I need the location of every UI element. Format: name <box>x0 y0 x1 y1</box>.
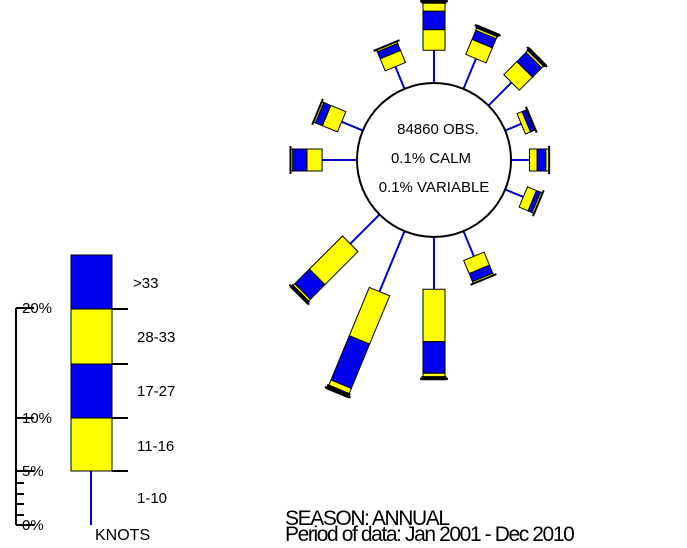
spoke-line-1-10 <box>504 188 524 198</box>
spoke-segment-11-16 <box>422 288 446 343</box>
spoke-n <box>419 0 449 83</box>
spoke-line-1-10 <box>504 122 522 132</box>
spoke-end-cap <box>373 39 400 52</box>
spoke-sw <box>288 213 381 306</box>
spoke-end-cap <box>324 385 352 399</box>
wind-spokes <box>288 0 551 399</box>
spoke-segment-17-27 <box>536 148 547 172</box>
spoke-end-cap <box>532 189 545 217</box>
spoke-ssw <box>324 230 406 399</box>
period-label: Period of data: Jan 2001 - Dec 2010 <box>285 523 574 546</box>
spoke-end-cap <box>525 106 538 134</box>
speed-legend: 20% 10% 5% 0% 1-10 11-16 17-27 28-33 >33 KNOTS <box>15 254 175 544</box>
spoke-nne <box>462 24 501 90</box>
spoke-end-cap <box>526 46 548 68</box>
spoke-segment-17-27 <box>292 148 308 172</box>
spoke-line-1-10 <box>462 58 477 90</box>
spoke-nnw <box>373 39 407 90</box>
spoke-line-1-10 <box>487 81 513 107</box>
legend-tick-label: 20% <box>22 300 52 317</box>
spoke-end-cap <box>311 98 324 126</box>
spoke-line-1-10 <box>341 120 364 132</box>
variable-label: 0.1% VARIABLE <box>379 179 490 196</box>
legend-tick-label: 5% <box>22 463 44 480</box>
spoke-segment-11-16 <box>529 148 538 172</box>
spoke-line-1-10 <box>462 230 475 257</box>
legend-bin-label: 17-27 <box>137 383 175 400</box>
legend-bin-label: 1-10 <box>137 490 167 507</box>
legend-bin-label: 28-33 <box>137 329 175 346</box>
legend-segment-17-27 <box>70 363 113 419</box>
legend-segment->33 <box>70 254 113 310</box>
spoke-segment-17-27 <box>422 10 446 31</box>
spoke-ene <box>504 106 538 135</box>
spoke-e <box>511 146 551 174</box>
spoke-line-1-10 <box>378 230 406 292</box>
spoke-segment-11-16 <box>306 148 323 172</box>
spoke-segment-17-27 <box>422 341 446 374</box>
legend-segment-28-33 <box>70 308 113 365</box>
center-circle <box>356 82 512 238</box>
season-label: SEASON: ANNUAL <box>285 507 449 530</box>
spoke-wnw <box>311 98 364 133</box>
legend-bin-label: 11-16 <box>137 438 174 455</box>
legend-segment-11-16 <box>70 417 113 472</box>
spoke-s <box>420 237 448 381</box>
spoke-ne <box>487 46 548 107</box>
legend-bin-label: >33 <box>133 275 158 292</box>
spoke-w <box>289 146 357 174</box>
spoke-end-cap <box>470 273 497 286</box>
obs-count-label: 84860 OBS. <box>397 121 479 138</box>
speed-unit-label: KNOTS <box>95 527 150 544</box>
spoke-segment-11-16 <box>422 29 446 51</box>
calm-label: 0.1% CALM <box>391 150 471 167</box>
spoke-segment-17-27 <box>330 335 371 390</box>
spoke-ese <box>504 186 545 217</box>
spoke-end-cap <box>474 24 501 37</box>
legend-tick-label: 0% <box>22 517 44 534</box>
legend-tick-label: 10% <box>22 410 52 427</box>
spoke-line-1-10 <box>349 213 381 245</box>
spoke-end-cap <box>288 283 311 306</box>
spoke-segment-11-16 <box>348 286 391 345</box>
spoke-line-1-10 <box>394 66 406 90</box>
spoke-sse <box>462 230 497 286</box>
